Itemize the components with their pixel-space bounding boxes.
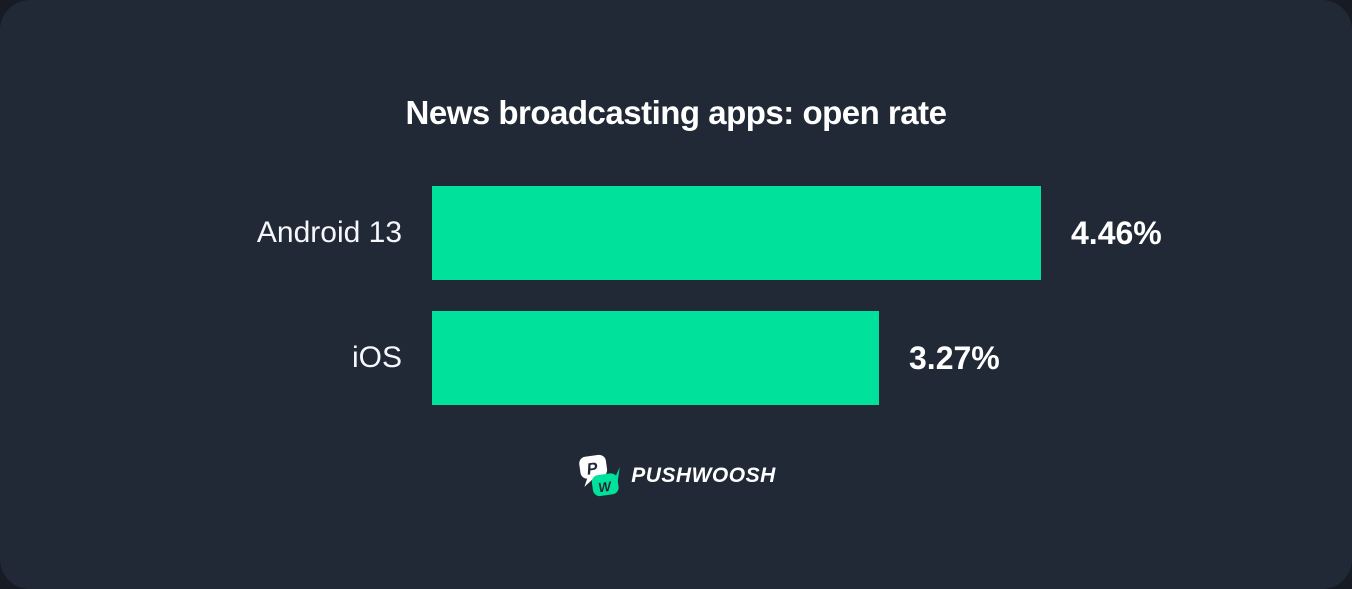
category-label: Android 13: [256, 216, 402, 249]
bar: [432, 186, 1041, 280]
logo-letter-w: W: [598, 479, 614, 496]
pushwoosh-logo: P W PUSHWOOSH: [0, 451, 1352, 501]
value-label: 3.27%: [909, 339, 1000, 376]
bar-chart: Android 13 4.46% iOS 3.27%: [200, 186, 1162, 436]
value-label: 4.46%: [1071, 214, 1162, 251]
bar-row: iOS 3.27%: [200, 311, 1162, 405]
pushwoosh-speech-bubbles-icon: P W: [579, 454, 620, 497]
chart-title: News broadcasting apps: open rate: [405, 94, 947, 131]
pushwoosh-wordmark: PUSHWOOSH: [631, 464, 776, 487]
bar: [432, 311, 879, 405]
logo-letter-p: P: [586, 459, 599, 478]
bar-row: Android 13 4.46%: [200, 186, 1162, 280]
category-label: iOS: [351, 341, 402, 374]
